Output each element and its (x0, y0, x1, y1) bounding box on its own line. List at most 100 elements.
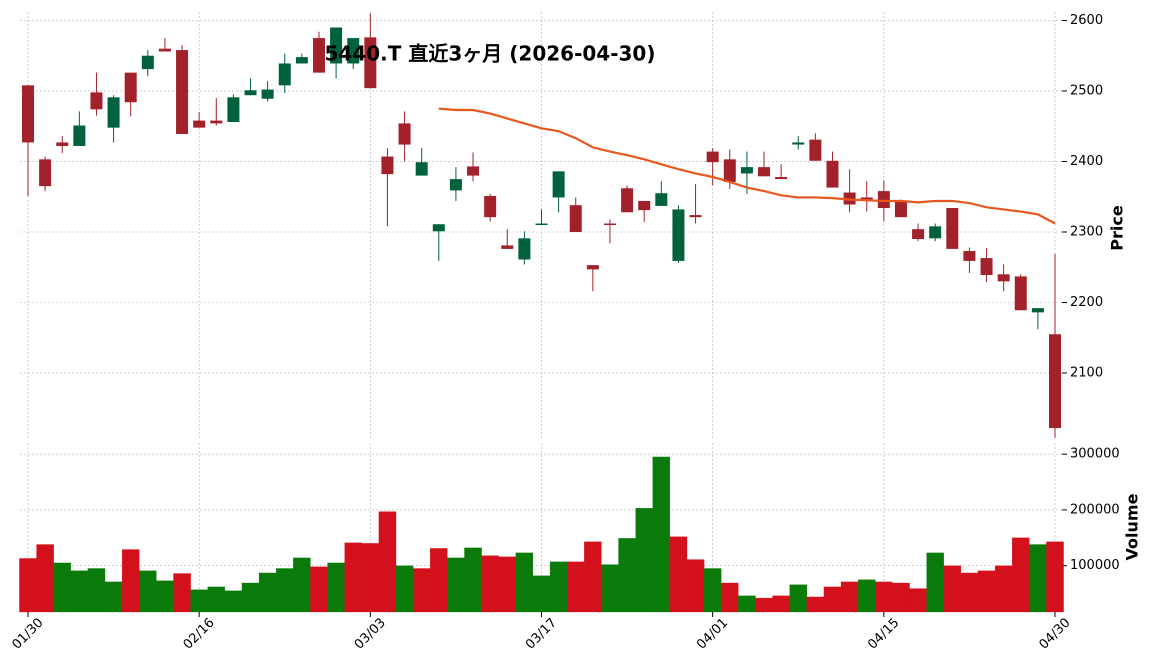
candle-body (210, 120, 223, 124)
candle-body (826, 160, 839, 188)
candle-body (586, 265, 599, 270)
volume-bar (1029, 544, 1047, 613)
volume-bar (412, 568, 431, 613)
volume-bar (858, 579, 876, 613)
candle-body (603, 223, 616, 226)
volume-bar (584, 541, 602, 613)
volume-bar (258, 572, 277, 613)
volume-bar (892, 582, 910, 613)
candle-body (22, 85, 34, 143)
volume-bar (994, 565, 1013, 613)
volume-bar (481, 555, 499, 613)
volume-bar (53, 562, 71, 613)
volume-bar (960, 572, 979, 613)
candle-body (90, 92, 103, 110)
candle-body (655, 193, 668, 206)
candle-body (73, 125, 86, 146)
volume-bar (395, 565, 414, 613)
candle-body (946, 208, 959, 249)
candle-body (449, 179, 462, 191)
volume-bar (173, 573, 191, 613)
candle-body (552, 171, 565, 198)
candle-body (484, 196, 497, 218)
volume-bar (806, 596, 825, 613)
volume-bar (1046, 541, 1064, 613)
volume-bar (378, 511, 397, 613)
candle-body (398, 123, 411, 145)
candle-body (261, 89, 274, 99)
volume-bar (36, 544, 54, 613)
candle-body (415, 162, 428, 176)
volume-bar (224, 590, 243, 613)
volume-bar (327, 562, 345, 613)
candle-body (997, 274, 1010, 282)
volume-tick-label: 300000 (1070, 447, 1120, 462)
candle-body (244, 90, 257, 96)
candle-body (518, 238, 531, 260)
volume-bar (344, 542, 362, 613)
candle-body (56, 142, 69, 146)
volume-bar (703, 568, 722, 613)
volume-bar (840, 581, 859, 613)
candle-body (809, 139, 822, 161)
volume-bar (943, 565, 962, 613)
volume-bar (977, 570, 996, 613)
y-tick-label: 2400 (1070, 154, 1103, 169)
candle-body (535, 223, 548, 226)
volume-bar (755, 597, 773, 613)
candle-body (792, 142, 805, 145)
candle-body (227, 97, 240, 122)
y-axis-title: Price (1108, 205, 1127, 251)
moving-average (438, 107, 1056, 225)
candle-body (124, 72, 137, 103)
candle-body (312, 38, 325, 73)
x-tick-label: 04/30 (1036, 615, 1073, 652)
volume-bar (464, 547, 482, 613)
x-tick-label: 01/30 (9, 615, 46, 652)
volume-bar (293, 557, 311, 613)
candle-body (912, 229, 925, 240)
volume-bar (19, 558, 37, 613)
candle-body (894, 200, 907, 218)
volume-bar (686, 559, 705, 613)
candle-body (176, 50, 189, 134)
volume-bar (823, 586, 842, 613)
candle-body (775, 176, 788, 180)
y-tick-label: 2600 (1070, 13, 1103, 28)
candle-body (706, 151, 719, 163)
volume-bar (498, 556, 516, 613)
volume-bar (549, 561, 568, 613)
volume-bar (909, 588, 927, 613)
volume-bar (241, 582, 260, 613)
volume-bar (789, 584, 807, 613)
volume-bar (875, 581, 893, 613)
x-tick-label: 04/15 (865, 615, 902, 652)
candle-body (295, 57, 308, 64)
volume-axis-title: Volume (1123, 493, 1142, 560)
chart-title: 5440.T 直近3ヶ月 (2026-04-30) (325, 42, 656, 66)
candle-body (347, 38, 360, 64)
volume-bar (139, 570, 157, 613)
candle-body (381, 156, 394, 175)
volume-bar (926, 552, 944, 613)
candle-body (39, 159, 52, 187)
volume-bar (772, 595, 790, 613)
candle-body (689, 215, 702, 218)
volume-bar (276, 568, 294, 613)
candle-body (107, 97, 120, 128)
volume-bar (1012, 537, 1030, 613)
candle-body (158, 48, 171, 52)
volume-bar (104, 581, 123, 613)
volume-bar (635, 508, 653, 613)
volume-bar (447, 557, 465, 613)
volume-bar (70, 570, 89, 613)
volume-bar (190, 589, 208, 613)
candle-body (980, 258, 993, 276)
candle-body (929, 226, 942, 239)
candle-body (963, 251, 976, 261)
candle-body (621, 188, 634, 213)
volume-tick-label: 100000 (1070, 558, 1120, 573)
candle-body (877, 191, 890, 209)
candle-body (569, 205, 582, 232)
volume-bar (121, 549, 140, 613)
